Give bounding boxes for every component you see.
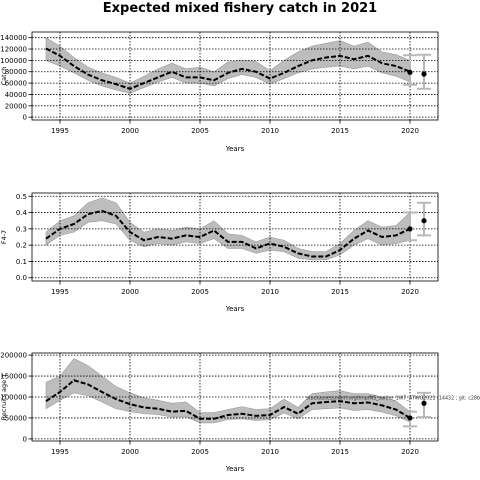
x-tick-label: 2020 <box>401 127 419 135</box>
chart-title: Expected mixed fishery catch in 2021 <box>102 1 378 16</box>
panel-2: 1995 2000 2005 2010 2015 2020 0.0 0.1 0.2 0.3 0.4 0… <box>0 192 439 313</box>
y-tick-label: 140000 <box>0 34 27 42</box>
x-tick-label: 1995 <box>51 288 69 296</box>
y-tick-label: 80000 <box>5 68 27 76</box>
estimate-line <box>45 209 411 258</box>
x-tick-label: 2010 <box>261 288 279 296</box>
x-tick-label: 2010 <box>261 448 279 456</box>
y-tick-label: 40000 <box>5 91 27 99</box>
x-tick-label: 2015 <box>331 127 349 135</box>
x-tick-label: 2005 <box>191 288 209 296</box>
y-tick-label: 120000 <box>0 46 27 54</box>
x-tick-label: 2000 <box>121 127 139 135</box>
y-axis-label: F4-7 <box>0 230 8 244</box>
x-tick-label: 1995 <box>51 448 69 456</box>
y-tick-label: 0 <box>23 435 27 443</box>
y-tick-label: 60000 <box>5 80 27 88</box>
y-tick-label: 0.1 <box>16 258 27 266</box>
x-tick-label: 2000 <box>121 448 139 456</box>
y-tick-label: 0.2 <box>16 242 27 250</box>
forecast-point <box>421 218 427 224</box>
plot-frame <box>31 192 439 282</box>
x-tick-label: 2005 <box>191 127 209 135</box>
y-tick-label: 150000 <box>0 373 27 381</box>
y-tick-label: 0.5 <box>16 193 27 201</box>
forecast-point <box>407 69 413 75</box>
plot-frame <box>31 31 439 121</box>
estimate-line <box>45 47 411 90</box>
panel-1: 1995 2000 2005 2010 2015 2020 0 20000 40000 60000… <box>0 31 439 153</box>
y-tick-label: 20000 <box>5 102 27 110</box>
forecast-point <box>421 400 427 406</box>
x-tick-label: 2015 <box>331 288 349 296</box>
x-tick-label: 2020 <box>401 288 419 296</box>
x-axis-label: Years <box>225 465 245 473</box>
x-tick-label: 2000 <box>121 288 139 296</box>
forecast-point <box>421 71 427 77</box>
panel-3: 1995 2000 2005 2010 2015 2020 0 50000 100000 1500… <box>0 352 480 473</box>
x-axis-label: Years <box>225 145 245 153</box>
x-tick-label: 2015 <box>331 448 349 456</box>
y-tick-label: 0.0 <box>16 274 27 282</box>
x-tick-label: 2010 <box>261 127 279 135</box>
y-axis-label: Recruits age 1 <box>0 374 8 421</box>
y-tick-label: 50000 <box>5 414 27 422</box>
x-axis-label: Years <box>225 305 245 313</box>
y-tick-label: 0.4 <box>16 209 28 217</box>
estimate-line <box>45 379 411 420</box>
y-tick-label: 0 <box>23 114 27 122</box>
y-tick-label: 100000 <box>0 57 27 65</box>
annotation-text: stockassessment.org/tmp/NS_saithe_1W7_AT… <box>306 396 480 402</box>
y-tick-label: 200000 <box>0 352 27 360</box>
x-tick-label: 2020 <box>401 448 419 456</box>
x-tick-label: 2005 <box>191 448 209 456</box>
y-tick-label: 0.3 <box>16 225 27 233</box>
y-axis-label: Catch <box>0 67 8 86</box>
x-tick-label: 1995 <box>51 127 69 135</box>
confidence-band <box>45 37 411 94</box>
forecast-point <box>407 415 413 421</box>
y-tick-label: 100000 <box>0 394 27 402</box>
forecast-point <box>407 226 413 232</box>
